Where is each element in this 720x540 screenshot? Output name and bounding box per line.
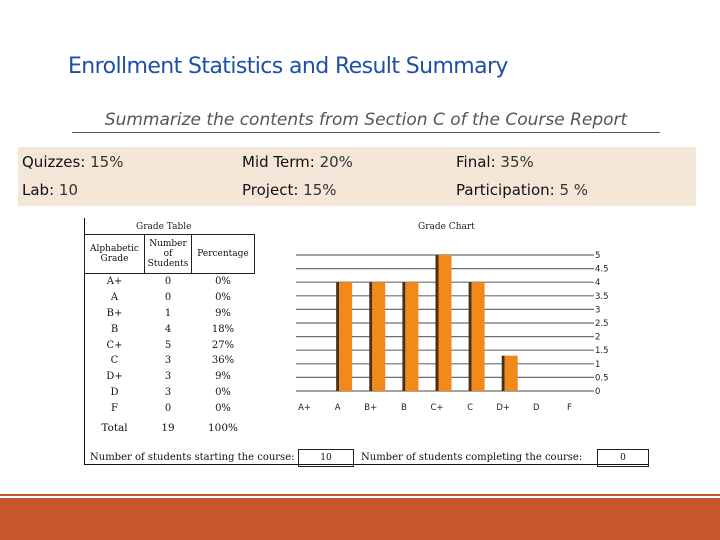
count-cell: 3 bbox=[164, 371, 172, 383]
grade-cell: D+ bbox=[106, 371, 123, 383]
bar-c-plus bbox=[438, 255, 452, 391]
y-tick-label: 5 bbox=[595, 251, 600, 261]
bar-shadow bbox=[435, 255, 439, 391]
table-row: D+ 3 9% bbox=[85, 369, 255, 385]
grade-cell: F bbox=[111, 402, 118, 414]
x-tick-label: D+ bbox=[496, 403, 510, 413]
pct-cell: 9% bbox=[215, 371, 231, 383]
y-tick-label: 4 bbox=[595, 278, 600, 288]
bar-a bbox=[339, 282, 353, 391]
report-frame bbox=[84, 218, 649, 465]
count-cell: 3 bbox=[164, 355, 172, 367]
x-tick-label: D bbox=[533, 403, 540, 413]
y-tick-label: 3 bbox=[595, 305, 600, 315]
table-total-row: Total 19 100% bbox=[85, 416, 255, 436]
weight-quizzes: Quizzes: 15% bbox=[22, 153, 124, 171]
count-cell: 5 bbox=[164, 339, 172, 351]
footer-bar bbox=[0, 498, 720, 540]
bar-shadow bbox=[468, 282, 472, 391]
count-cell: 0 bbox=[164, 402, 172, 414]
y-tick-label: 1 bbox=[595, 360, 600, 370]
grade-cell: C+ bbox=[106, 339, 123, 351]
y-tick-label: 2.5 bbox=[595, 319, 609, 329]
grade-cell: C bbox=[110, 355, 119, 367]
y-tick-label: 4.5 bbox=[595, 265, 609, 275]
students-starting-value: 10 bbox=[298, 449, 354, 467]
grade-cell: A+ bbox=[106, 276, 123, 288]
page-title: Enrollment Statistics and Result Summary bbox=[68, 54, 508, 79]
bar-shadow bbox=[336, 282, 340, 391]
bar-d-plus bbox=[504, 355, 518, 391]
grade-table-title: Grade Table bbox=[136, 222, 192, 232]
count-cell: 4 bbox=[164, 323, 172, 335]
bar-shadow bbox=[501, 355, 505, 391]
weight-project: Project: 15% bbox=[242, 181, 337, 199]
header-alphabetic-grade: Alphabetic Grade bbox=[84, 234, 145, 274]
count-cell: 3 bbox=[164, 386, 172, 398]
pct-cell: 36% bbox=[211, 355, 235, 367]
bar-c bbox=[471, 282, 485, 391]
pct-cell: 0% bbox=[215, 292, 231, 304]
weight-lab: Lab: 10 bbox=[22, 181, 78, 199]
x-tick-label: C bbox=[467, 403, 473, 413]
y-tick-label: 0.5 bbox=[595, 373, 609, 383]
header-number-of-students: Number of Students bbox=[144, 234, 192, 274]
x-tick-label: B bbox=[401, 403, 407, 413]
count-cell: 0 bbox=[164, 276, 172, 288]
weight-midterm: Mid Term: 20% bbox=[242, 153, 353, 171]
table-row: F 0 0% bbox=[85, 400, 255, 416]
total-label: Total bbox=[101, 422, 128, 435]
table-row: B+ 1 9% bbox=[85, 306, 255, 322]
pct-cell: 27% bbox=[211, 339, 235, 351]
grade-cell: B+ bbox=[106, 307, 123, 319]
y-tick-label: 3.5 bbox=[595, 292, 609, 302]
table-row: A+ 0 0% bbox=[85, 274, 255, 290]
grade-cell: D bbox=[110, 386, 119, 398]
x-tick-label: C+ bbox=[430, 403, 443, 413]
x-tick-label: A+ bbox=[298, 403, 311, 413]
y-tick-label: 2 bbox=[595, 333, 600, 343]
grade-table: Alphabetic Grade Number of Students Perc… bbox=[84, 234, 255, 436]
count-cell: 0 bbox=[164, 292, 172, 304]
pct-cell: 18% bbox=[211, 323, 235, 335]
pct-cell: 0% bbox=[215, 402, 231, 414]
bar-b bbox=[405, 282, 419, 391]
table-row: C+ 5 27% bbox=[85, 337, 255, 353]
table-row: C 3 36% bbox=[85, 353, 255, 369]
x-tick-label: F bbox=[567, 403, 572, 413]
pct-cell: 0% bbox=[215, 386, 231, 398]
table-row: D 3 0% bbox=[85, 385, 255, 401]
pct-cell: 9% bbox=[215, 307, 231, 319]
page-subtitle: Summarize the contents from Section C of… bbox=[72, 110, 660, 133]
y-tick-label: 0 bbox=[595, 387, 600, 397]
table-row: A 0 0% bbox=[85, 290, 255, 306]
table-row: B 4 18% bbox=[85, 321, 255, 337]
bar-shadow bbox=[369, 282, 373, 391]
grade-chart-title: Grade Chart bbox=[418, 222, 475, 232]
count-cell: 1 bbox=[164, 307, 172, 319]
x-tick-label: B+ bbox=[364, 403, 377, 413]
grade-weights-panel: Quizzes: 15% Lab: 10 Mid Term: 20% Proje… bbox=[18, 147, 696, 206]
header-percentage: Percentage bbox=[191, 234, 255, 274]
grade-cell: B bbox=[110, 323, 119, 335]
bar-b-plus bbox=[372, 282, 386, 391]
footer-divider bbox=[0, 494, 720, 496]
pct-cell: 0% bbox=[215, 276, 231, 288]
weight-final: Final: 35% bbox=[456, 153, 534, 171]
students-completing-label: Number of students completing the course… bbox=[361, 452, 583, 463]
y-tick-label: 1.5 bbox=[595, 346, 609, 356]
bar-shadow bbox=[402, 282, 406, 391]
total-pct: 100% bbox=[207, 422, 239, 435]
students-starting-label: Number of students starting the course: bbox=[90, 452, 295, 463]
x-tick-label: A bbox=[335, 403, 341, 413]
grade-cell: A bbox=[110, 292, 119, 304]
students-completing-value: 0 bbox=[597, 449, 649, 467]
weight-participation: Participation: 5 % bbox=[456, 181, 589, 199]
total-count: 19 bbox=[161, 422, 175, 435]
